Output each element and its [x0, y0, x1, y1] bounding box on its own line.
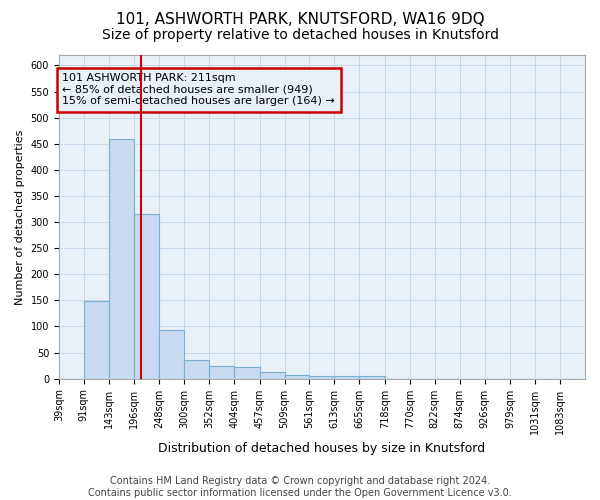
Bar [284, 375, 310, 378]
Text: Contains HM Land Registry data © Crown copyright and database right 2024.
Contai: Contains HM Land Registry data © Crown c… [88, 476, 512, 498]
X-axis label: Distribution of detached houses by size in Knutsford: Distribution of detached houses by size … [158, 442, 485, 455]
Text: Size of property relative to detached houses in Knutsford: Size of property relative to detached ho… [101, 28, 499, 42]
Bar [260, 372, 284, 378]
Bar [134, 214, 159, 378]
Text: 101, ASHWORTH PARK, KNUTSFORD, WA16 9DQ: 101, ASHWORTH PARK, KNUTSFORD, WA16 9DQ [116, 12, 484, 28]
Bar [84, 302, 109, 378]
Bar [234, 367, 260, 378]
Bar [334, 376, 359, 378]
Bar [310, 376, 334, 378]
Bar [109, 138, 134, 378]
Y-axis label: Number of detached properties: Number of detached properties [15, 129, 25, 304]
Bar [184, 360, 209, 378]
Bar [159, 330, 184, 378]
Bar [209, 366, 234, 378]
Bar [359, 376, 385, 378]
Text: 101 ASHWORTH PARK: 211sqm
← 85% of detached houses are smaller (949)
15% of semi: 101 ASHWORTH PARK: 211sqm ← 85% of detac… [62, 74, 335, 106]
